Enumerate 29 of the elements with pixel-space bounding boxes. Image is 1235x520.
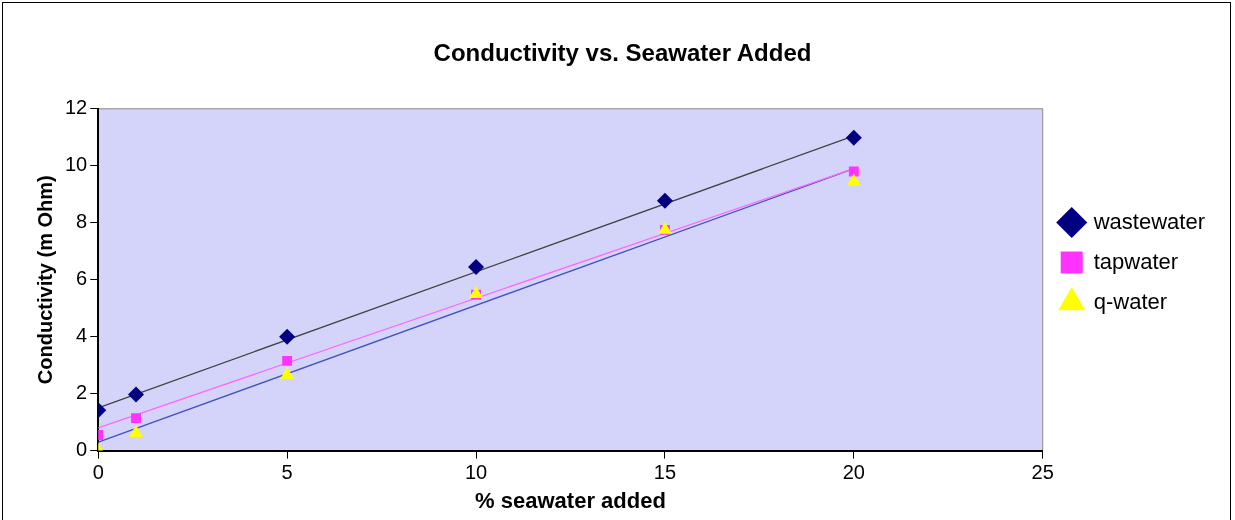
point bbox=[469, 285, 483, 298]
x-axis-title: % seawater added bbox=[475, 487, 666, 513]
y-tick-label: 10 bbox=[65, 153, 88, 176]
y-axis-title: Conductivity (m Ohm) bbox=[33, 175, 56, 385]
point bbox=[128, 386, 145, 403]
y-tick-label: 0 bbox=[76, 438, 88, 461]
point bbox=[131, 413, 141, 424]
y-tick-label: 6 bbox=[76, 267, 88, 290]
point bbox=[280, 367, 295, 380]
point bbox=[282, 355, 293, 366]
x-tick-label: 10 bbox=[464, 461, 488, 484]
y-tick-label: 2 bbox=[76, 381, 88, 404]
x-tick-label: 0 bbox=[92, 461, 104, 484]
x-tick-label: 25 bbox=[1031, 461, 1054, 484]
y-tick-label: 8 bbox=[76, 210, 88, 233]
point bbox=[845, 129, 862, 146]
x-tick-label: 5 bbox=[281, 461, 293, 484]
legend-label: q-water bbox=[1093, 288, 1168, 314]
legend-label: tapwater bbox=[1093, 248, 1179, 274]
x-tick-label: 20 bbox=[842, 461, 865, 484]
y-tick-label: 4 bbox=[76, 324, 88, 347]
point bbox=[468, 258, 485, 275]
point bbox=[656, 192, 673, 209]
point bbox=[279, 328, 296, 345]
y-tick-label: 12 bbox=[65, 96, 88, 119]
chart-title: Conductivity vs. Seawater Added bbox=[433, 39, 812, 67]
x-tick-label: 15 bbox=[653, 461, 677, 484]
point bbox=[846, 173, 861, 186]
legend-label: wastewater bbox=[1092, 208, 1206, 234]
